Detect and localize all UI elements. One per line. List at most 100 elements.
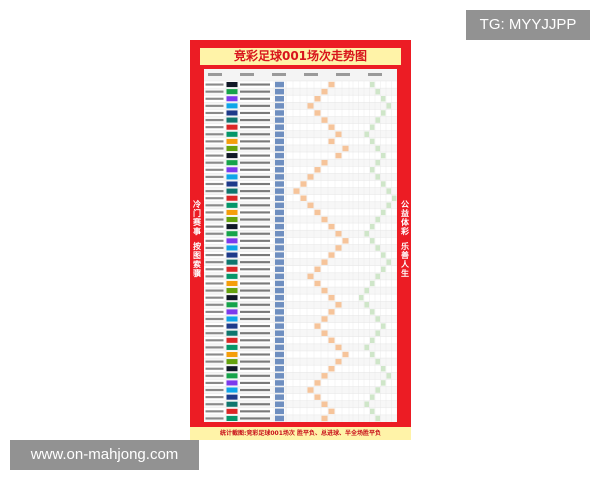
row-match: [240, 381, 270, 384]
row-result-mark: [335, 131, 342, 138]
row-date: [205, 346, 224, 349]
row-league-badge: [226, 295, 238, 301]
header-label-block: [304, 73, 318, 76]
row-date: [205, 332, 224, 335]
row-result-mark: [321, 259, 328, 265]
row-date: [205, 154, 224, 157]
row-result-mark: [328, 81, 335, 88]
row-odds-cell: [275, 195, 284, 201]
table-row-stripe: [204, 358, 397, 366]
row-league-badge: [226, 373, 238, 379]
row-date: [205, 175, 224, 178]
row-match: [240, 239, 270, 242]
row-result-mark: [314, 167, 321, 173]
row-score-mark: [370, 138, 375, 145]
row-odds-cell: [275, 209, 284, 216]
row-score-mark: [370, 394, 375, 400]
table-row-stripe: [204, 244, 397, 252]
row-score-mark: [386, 103, 391, 109]
row-match: [240, 168, 270, 171]
row-odds-cell: [275, 316, 284, 322]
row-score-mark: [381, 323, 386, 329]
row-result-mark: [321, 401, 328, 407]
row-result-mark: [314, 323, 321, 329]
row-league-badge: [226, 82, 238, 88]
row-league-badge: [226, 131, 238, 137]
row-result-mark: [307, 202, 314, 209]
row-match: [240, 289, 270, 292]
row-score-mark: [364, 230, 369, 237]
row-league-badge: [226, 316, 238, 322]
row-league-badge: [226, 174, 238, 180]
row-match: [240, 367, 270, 370]
row-match: [240, 303, 270, 306]
row-odds-cell: [275, 138, 284, 145]
row-result-mark: [328, 124, 335, 130]
row-league-badge: [226, 138, 238, 144]
row-league-badge: [226, 145, 238, 152]
row-score-mark: [370, 280, 375, 287]
row-league-badge: [226, 259, 238, 265]
row-result-mark: [314, 266, 321, 273]
watermark-bottom: www.on-mahjong.com: [10, 440, 199, 470]
row-date: [205, 374, 224, 377]
row-match: [240, 161, 270, 164]
row-league-badge: [226, 252, 238, 258]
row-league-badge: [226, 238, 238, 244]
row-odds-cell: [275, 145, 284, 152]
row-match: [240, 147, 270, 150]
row-score-mark: [381, 96, 386, 102]
row-odds-cell: [275, 408, 284, 415]
row-result-mark: [321, 415, 328, 422]
row-result-mark: [321, 316, 328, 322]
row-league-badge: [226, 330, 238, 336]
row-match: [240, 296, 270, 299]
row-odds-cell: [275, 88, 284, 95]
row-match: [240, 111, 270, 115]
row-league-badge: [226, 302, 238, 308]
row-match: [240, 133, 270, 136]
row-league-badge: [226, 344, 238, 350]
row-score-mark: [375, 145, 380, 152]
row-league-badge: [226, 394, 238, 400]
row-date: [205, 90, 224, 93]
row-match: [240, 360, 270, 363]
row-match: [240, 140, 270, 143]
table-row-stripe: [204, 329, 397, 337]
row-result-mark: [321, 88, 328, 95]
row-result-mark: [314, 209, 321, 216]
row-result-mark: [300, 181, 307, 187]
row-score-mark: [375, 273, 380, 280]
row-result-mark: [314, 96, 321, 102]
row-odds-cell: [275, 415, 284, 422]
row-odds-cell: [275, 401, 284, 407]
row-result-mark: [328, 365, 335, 372]
row-league-badge: [226, 387, 238, 393]
row-match: [240, 126, 270, 129]
row-league-badge: [226, 117, 238, 123]
row-league-badge: [226, 401, 238, 407]
row-date: [205, 182, 224, 186]
row-odds-cell: [275, 294, 284, 301]
row-match: [240, 253, 270, 257]
row-match: [240, 97, 270, 100]
row-match: [240, 275, 270, 278]
row-odds-cell: [275, 181, 284, 187]
row-result-mark: [314, 380, 321, 386]
row-date: [205, 126, 224, 129]
row-result-mark: [321, 287, 328, 294]
row-league-badge: [226, 181, 238, 187]
right-slogan-part-1: 公益体彩: [401, 200, 409, 236]
row-result-mark: [335, 358, 342, 365]
row-match: [240, 190, 270, 193]
row-league-badge: [226, 89, 238, 95]
row-match: [240, 268, 270, 271]
row-score-mark: [370, 124, 375, 130]
table-row-stripe: [204, 301, 397, 309]
row-odds-cell: [275, 174, 284, 180]
row-odds-cell: [275, 365, 284, 372]
row-result-mark: [307, 273, 314, 280]
row-match: [240, 104, 270, 107]
row-match: [240, 204, 270, 207]
row-result-mark: [335, 344, 342, 351]
